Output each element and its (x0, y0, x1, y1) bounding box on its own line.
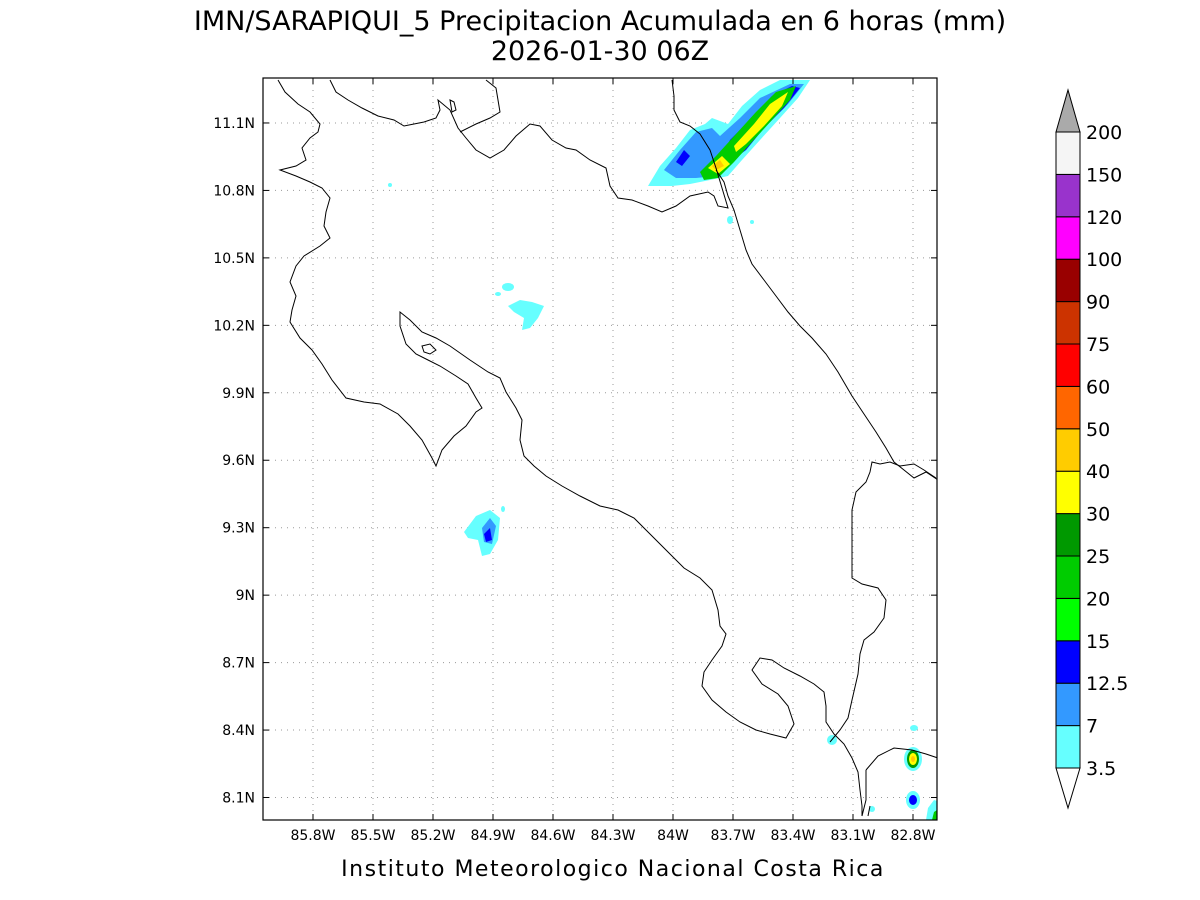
lat-tick-label: 8.4N (222, 723, 255, 739)
colorbar-swatch (1055, 725, 1081, 769)
lon-tick-label: 85.2W (410, 828, 455, 844)
lon-tick-label: 84.9W (470, 828, 515, 844)
lat-tick-label: 9N (236, 588, 255, 604)
colorbar: 3.5 7 12.5 15 20 25 30 40 50 60 75 90 100 120 150 200 (1055, 88, 1128, 810)
lon-tick-label: 84.3W (590, 828, 635, 844)
precip-speck (750, 220, 754, 224)
precip-cell (911, 756, 915, 762)
colorbar-label: 15 (1086, 631, 1110, 653)
lat-tick-label: 9.9N (222, 386, 255, 402)
lon-tick-label: 83.7W (710, 828, 755, 844)
precip-speck (495, 292, 501, 296)
lon-tick-label: 84W (657, 828, 689, 844)
precip-speck (727, 216, 733, 224)
precip-area-blue (676, 150, 690, 166)
lon-tick-label: 83.1W (830, 828, 875, 844)
colorbar-label: 75 (1086, 334, 1110, 356)
colorbar-swatch (1055, 640, 1081, 684)
credit-text: Instituto Meteorologico Nacional Costa R… (341, 857, 885, 882)
lat-tick-label: 10.5N (213, 251, 255, 267)
colorbar-label: 20 (1086, 588, 1110, 610)
colorbar-swatch (1055, 470, 1081, 515)
colorbar-label: 40 (1086, 461, 1110, 483)
colorbar-swatch (1055, 428, 1081, 472)
colorbar-swatch (1055, 682, 1081, 727)
precip-area-cyan (508, 300, 544, 330)
axis-ticks: 85.8W 85.5W 85.2W 84.9W 84.6W 84.3W 84W 83.7W 83… (213, 78, 937, 844)
precip-area-cyan (464, 510, 500, 556)
title-line-2: 2026-01-30 06Z (491, 36, 709, 67)
colorbar-swatch (1055, 301, 1081, 345)
precip-speck (910, 725, 918, 731)
colorbar-label: 150 (1086, 164, 1122, 186)
lat-tick-label: 9.6N (222, 453, 255, 469)
colorbar-label: 200 (1086, 122, 1122, 144)
colorbar-swatch (1055, 216, 1081, 260)
precip-field (388, 80, 937, 820)
lon-tick-label: 82.8W (890, 828, 935, 844)
colorbar-swatch (1055, 555, 1081, 599)
colorbar-swatch (1055, 173, 1081, 218)
colorbar-swatch (1055, 343, 1081, 387)
map-frame (262, 77, 938, 821)
lon-tick-label: 85.5W (350, 828, 395, 844)
lon-tick-label: 85.8W (290, 828, 335, 844)
colorbar-swatch (1055, 258, 1081, 303)
colorbar-arrow-high (1055, 88, 1081, 133)
precip-cell (909, 795, 917, 805)
colorbar-swatch (1055, 385, 1081, 430)
lat-tick-label: 10.8N (213, 183, 255, 199)
colorbar-swatch (1055, 597, 1081, 642)
lat-tick-label: 8.1N (222, 791, 255, 807)
precip-area-yellow (734, 92, 788, 152)
lon-tick-label: 84.6W (530, 828, 575, 844)
graticule (263, 78, 937, 820)
precip-speck (501, 506, 505, 512)
lat-tick-label: 10.2N (213, 318, 255, 334)
precip-area-orange (712, 160, 724, 170)
lat-tick-label: 9.3N (222, 521, 255, 537)
title-line-1: IMN/SARAPIQUI_5 Precipitacion Acumulada … (194, 6, 1006, 37)
coastlines (277, 79, 937, 817)
colorbar-label: 50 (1086, 419, 1110, 441)
colorbar-label: 100 (1086, 249, 1122, 271)
colorbar-label: 12.5 (1086, 673, 1128, 695)
colorbar-swatch (1055, 513, 1081, 557)
precip-area-green (932, 810, 937, 820)
colorbar-label: 7 (1086, 716, 1098, 738)
precip-speck (869, 806, 875, 812)
precip-speck (388, 183, 392, 187)
colorbar-label: 30 (1086, 504, 1110, 526)
precip-area-blue (484, 528, 492, 542)
lon-tick-label: 83.4W (770, 828, 815, 844)
lat-tick-label: 11.1N (213, 116, 255, 132)
colorbar-label: 25 (1086, 546, 1110, 568)
lat-tick-label: 8.7N (222, 656, 255, 672)
colorbar-swatch (1055, 131, 1081, 175)
precip-speck (502, 283, 514, 291)
colorbar-label: 60 (1086, 376, 1110, 398)
colorbar-label: 3.5 (1086, 758, 1116, 780)
colorbar-arrow-low (1055, 767, 1081, 810)
colorbar-label: 120 (1086, 207, 1122, 229)
colorbar-label: 90 (1086, 292, 1110, 314)
